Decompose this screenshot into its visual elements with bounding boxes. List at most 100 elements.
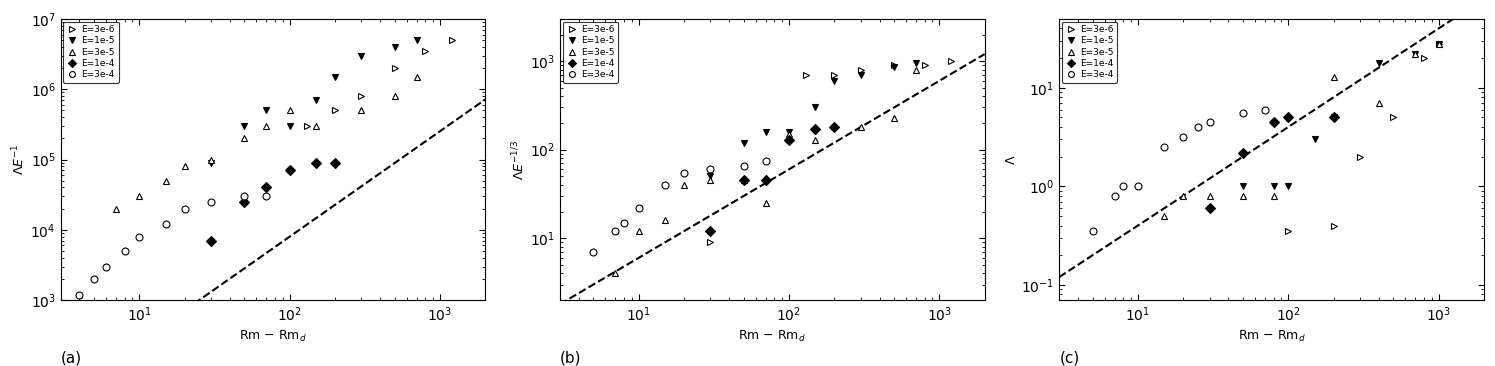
E=1e-4: [257, 185, 275, 190]
E=1e-5: [806, 105, 824, 110]
E=1e-5: [202, 161, 220, 165]
E=3e-5: [756, 201, 774, 205]
E=1e-5: [885, 65, 903, 70]
E=1e-5: [756, 130, 774, 134]
E=1e-5: [1369, 60, 1387, 65]
Text: (c): (c): [1060, 351, 1079, 366]
E=3e-4: [585, 250, 602, 254]
E=1e-4: [1280, 115, 1298, 120]
E=3e-5: [607, 271, 625, 276]
E=1e-5: [852, 73, 870, 77]
Line: E=1e-4: E=1e-4: [707, 124, 837, 235]
Legend: E=3e-6, E=1e-5, E=3e-5, E=1e-4, E=3e-4: E=3e-6, E=1e-5, E=3e-5, E=1e-4, E=3e-4: [1061, 22, 1117, 83]
E=1e-5: [1407, 52, 1425, 56]
E=3e-5: [852, 125, 870, 129]
E=1e-5: [236, 124, 254, 128]
E=3e-6: [386, 66, 404, 70]
Line: E=3e-4: E=3e-4: [591, 157, 768, 255]
E=3e-6: [852, 68, 870, 72]
E=3e-6: [1325, 223, 1343, 228]
E=1e-5: [257, 108, 275, 113]
E=1e-5: [306, 98, 324, 102]
Line: E=1e-5: E=1e-5: [707, 60, 919, 180]
Line: E=3e-6: E=3e-6: [1180, 40, 1443, 318]
X-axis label: Rm $-$ Rm$_d$: Rm $-$ Rm$_d$: [1238, 329, 1305, 344]
E=3e-5: [907, 68, 925, 72]
E=1e-4: [1200, 206, 1218, 210]
E=1e-5: [1325, 115, 1343, 120]
E=3e-5: [1369, 101, 1387, 105]
E=3e-6: [885, 63, 903, 67]
E=3e-6: [1351, 154, 1369, 159]
E=3e-4: [70, 292, 88, 297]
E=1e-5: [907, 61, 925, 65]
E=1e-5: [353, 53, 371, 58]
E=3e-4: [656, 183, 674, 187]
E=3e-5: [885, 115, 903, 120]
Line: E=3e-6: E=3e-6: [707, 58, 955, 246]
E=3e-4: [1129, 184, 1147, 188]
E=3e-4: [202, 199, 220, 204]
E=1e-5: [1265, 184, 1283, 188]
E=1e-5: [326, 75, 344, 79]
E=3e-6: [326, 108, 344, 113]
E=3e-4: [257, 194, 275, 198]
E=3e-4: [236, 194, 254, 198]
Legend: E=3e-6, E=1e-5, E=3e-5, E=1e-4, E=3e-4: E=3e-6, E=1e-5, E=3e-5, E=1e-4, E=3e-4: [63, 22, 118, 83]
E=3e-4: [1106, 194, 1124, 198]
E=3e-4: [674, 171, 692, 175]
Line: E=3e-4: E=3e-4: [76, 193, 271, 298]
E=3e-5: [1233, 194, 1251, 198]
E=3e-4: [115, 249, 133, 253]
E=1e-5: [780, 130, 798, 134]
Y-axis label: $\Lambda E^{-1/3}$: $\Lambda E^{-1/3}$: [511, 139, 528, 180]
E=3e-5: [1407, 52, 1425, 56]
E=3e-5: [1200, 194, 1218, 198]
E=3e-4: [1189, 125, 1206, 129]
E=3e-4: [701, 167, 719, 172]
E=1e-4: [806, 127, 824, 131]
Line: E=3e-5: E=3e-5: [112, 73, 420, 212]
E=1e-4: [734, 178, 752, 183]
E=1e-5: [386, 45, 404, 49]
E=3e-6: [298, 124, 315, 128]
E=3e-5: [734, 178, 752, 183]
E=3e-5: [175, 164, 193, 168]
E=3e-5: [806, 137, 824, 142]
Line: E=1e-4: E=1e-4: [1206, 114, 1337, 212]
E=1e-5: [825, 79, 843, 83]
E=3e-5: [157, 179, 175, 183]
E=3e-5: [306, 124, 324, 128]
E=3e-5: [281, 108, 299, 113]
E=3e-5: [780, 132, 798, 136]
E=1e-5: [1305, 137, 1323, 142]
Text: (b): (b): [561, 351, 582, 366]
E=3e-5: [674, 183, 692, 187]
E=1e-5: [701, 174, 719, 179]
E=3e-4: [175, 206, 193, 211]
E=1e-5: [1233, 184, 1251, 188]
E=1e-4: [780, 137, 798, 142]
E=3e-4: [614, 220, 632, 225]
E=3e-6: [825, 73, 843, 77]
Y-axis label: $\Lambda E^{-1}$: $\Lambda E^{-1}$: [10, 144, 28, 175]
X-axis label: Rm $-$ Rm$_d$: Rm $-$ Rm$_d$: [239, 329, 306, 344]
E=3e-4: [734, 164, 752, 168]
E=3e-5: [629, 229, 647, 234]
E=3e-5: [1174, 194, 1192, 198]
E=3e-4: [157, 222, 175, 227]
E=3e-5: [701, 178, 719, 183]
E=3e-4: [756, 158, 774, 163]
E=3e-5: [1325, 74, 1343, 79]
E=3e-4: [130, 235, 148, 239]
E=3e-5: [1265, 194, 1283, 198]
E=3e-4: [1233, 111, 1251, 116]
E=1e-4: [281, 168, 299, 173]
E=3e-4: [1256, 108, 1274, 112]
X-axis label: Rm $-$ Rm$_d$: Rm $-$ Rm$_d$: [739, 329, 806, 344]
E=1e-5: [1280, 184, 1298, 188]
E=3e-4: [1174, 134, 1192, 139]
Line: E=1e-5: E=1e-5: [208, 37, 420, 166]
Line: E=3e-5: E=3e-5: [1162, 40, 1443, 220]
E=1e-4: [326, 161, 344, 165]
